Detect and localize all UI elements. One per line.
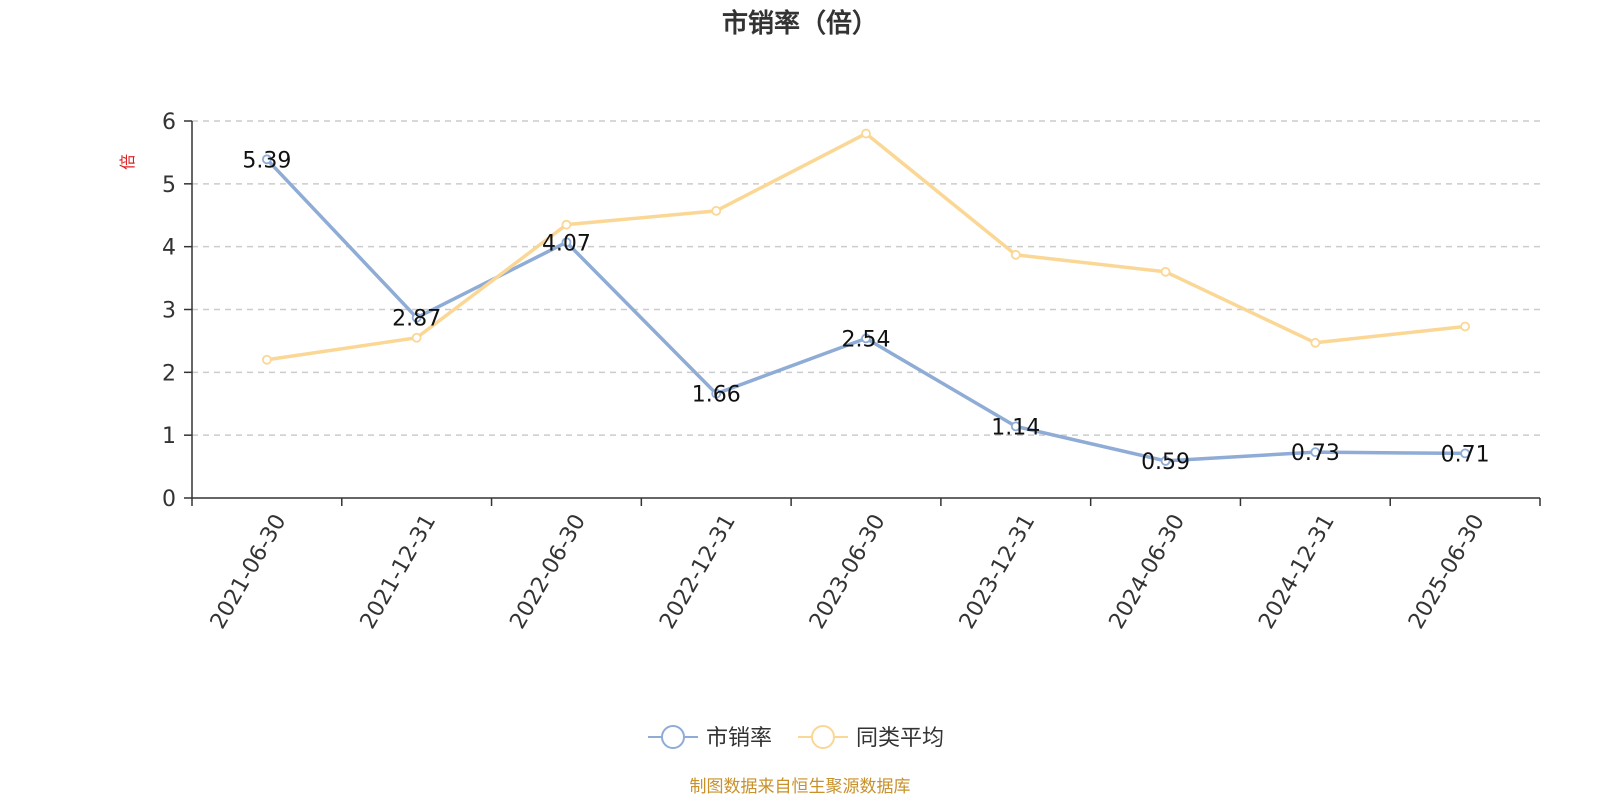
series-1-point <box>711 205 722 216</box>
data-label: 1.66 <box>692 383 741 408</box>
series-0-point <box>711 388 722 399</box>
series-1-point <box>1460 321 1471 332</box>
series-1-point <box>261 354 272 365</box>
chart-title: 市销率（倍） <box>722 8 878 39</box>
series-1-point <box>1310 337 1321 348</box>
x-tick-label: 2024-12-31 <box>1254 510 1340 633</box>
legend-label-0[interactable]: 市销率 <box>706 726 772 751</box>
x-tick-label: 2021-06-30 <box>206 510 292 633</box>
y-axis-unit-label: 倍 <box>118 154 137 170</box>
data-labels: 5.39 2.87 4.07 1.66 2.54 1.14 0.59 0.73 0.71 <box>242 148 1489 475</box>
x-tick-label: 2023-12-31 <box>955 510 1041 633</box>
legend-marker-0 <box>661 725 685 749</box>
x-tick-label: 2025-06-30 <box>1404 510 1490 633</box>
x-tick-label: 2023-06-30 <box>805 510 891 633</box>
y-tick-label: 3 <box>162 299 176 324</box>
y-tick-label: 6 <box>162 110 176 135</box>
series-0-point <box>861 333 871 344</box>
x-tick-label: 2021-12-31 <box>356 510 442 633</box>
y-tick-label: 5 <box>162 173 176 198</box>
series-1-point <box>1160 266 1171 277</box>
series-0-point <box>1310 447 1321 458</box>
data-label: 4.07 <box>542 231 591 256</box>
series-0-point <box>411 312 422 323</box>
series-1-point <box>1010 249 1021 260</box>
y-tick-label: 1 <box>162 424 176 449</box>
series-0-point <box>1460 448 1471 459</box>
series-lines <box>261 128 1471 466</box>
y-tick-label: 4 <box>162 236 176 261</box>
data-label: 0.59 <box>1141 450 1190 475</box>
series-0-point <box>1160 456 1171 466</box>
data-label: 1.14 <box>991 415 1040 440</box>
series-1-point <box>861 128 871 139</box>
data-label: 2.54 <box>842 327 891 352</box>
series-1-point <box>411 332 422 343</box>
series-0-point <box>1010 421 1021 432</box>
legend[interactable]: 市销率 同类平均 <box>648 725 944 751</box>
source-note: 制图数据来自恒生聚源数据库 <box>690 777 911 797</box>
x-tick-label: 2024-06-30 <box>1105 510 1191 633</box>
x-tick-label: 2022-06-30 <box>505 510 591 633</box>
data-label: 0.71 <box>1441 442 1490 467</box>
series-0-point <box>261 154 272 165</box>
series-1-point <box>561 219 572 230</box>
data-label: 0.73 <box>1291 441 1340 466</box>
legend-label-1[interactable]: 同类平均 <box>856 726 944 751</box>
y-tick-label: 0 <box>162 487 176 512</box>
data-label: 2.87 <box>392 307 441 332</box>
legend-marker-1 <box>811 725 835 749</box>
y-tick-label: 2 <box>162 361 176 386</box>
x-tick-label: 2022-12-31 <box>655 510 741 633</box>
data-label: 5.39 <box>242 148 291 173</box>
grid-lines <box>192 120 1540 436</box>
series-0-point <box>561 237 572 248</box>
